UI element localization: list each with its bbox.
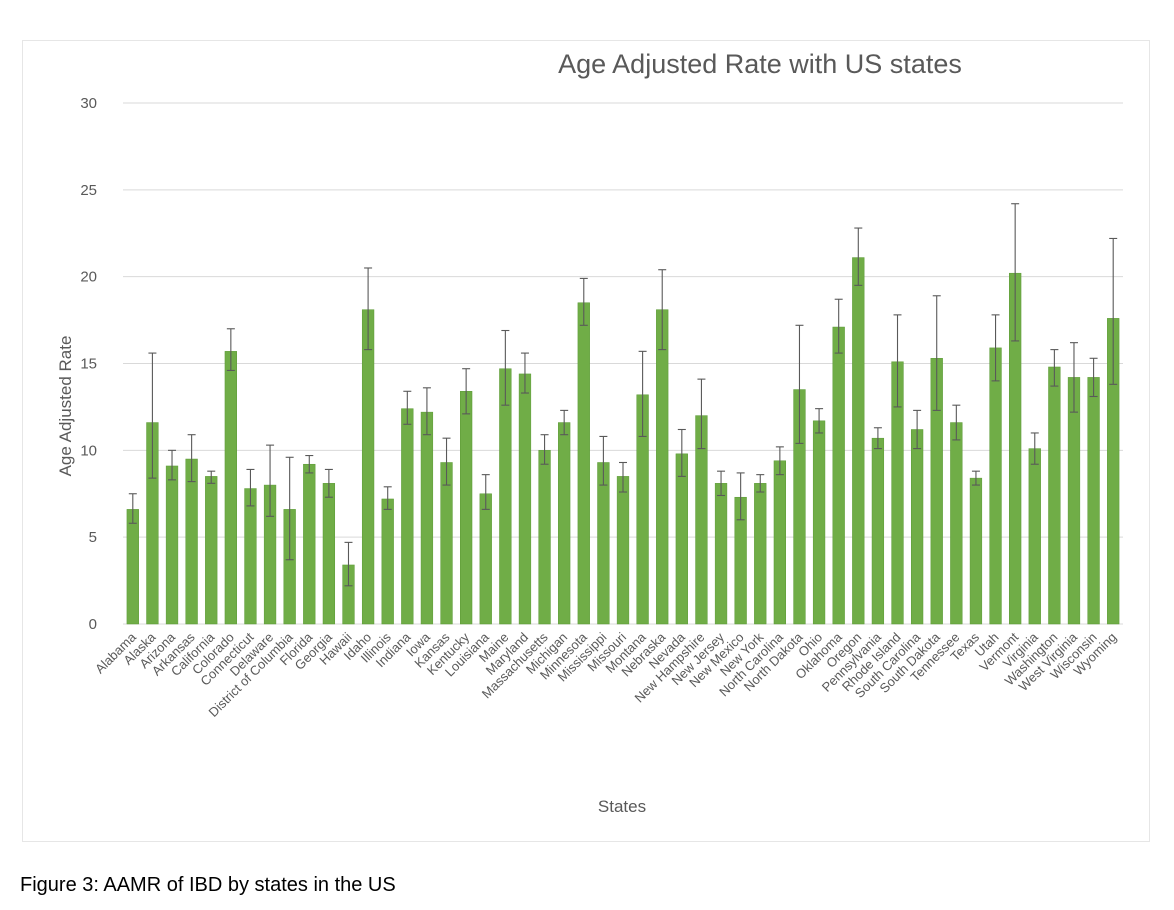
y-axis-title: Age Adjusted Rate — [56, 336, 75, 477]
bar — [381, 498, 394, 625]
bar — [479, 493, 492, 625]
bar — [303, 463, 316, 625]
bar — [126, 509, 139, 625]
x-axis-category-labels: AlabamaAlaskaArizonaArkansasCaliforniaCo… — [92, 629, 1119, 720]
bar — [440, 462, 453, 625]
bar — [989, 347, 1002, 625]
bar — [499, 368, 512, 625]
bar — [773, 460, 786, 625]
bar — [420, 411, 434, 625]
bar — [361, 309, 375, 625]
bar — [244, 488, 257, 625]
bar — [1048, 366, 1061, 625]
bar — [1087, 377, 1100, 625]
bar — [656, 309, 669, 625]
bar — [969, 477, 983, 625]
y-tick-label: 25 — [80, 182, 97, 199]
chart-svg: Age Adjusted Rate with US states 0 5 10 15 2… — [56, 49, 1123, 816]
y-tick-label: 30 — [80, 95, 97, 112]
bar — [597, 462, 610, 625]
y-tick-label: 10 — [80, 442, 97, 459]
y-tick-label: 15 — [80, 356, 97, 373]
bar — [322, 483, 336, 625]
bar — [812, 420, 826, 625]
x-axis-title: States — [598, 797, 646, 816]
bar — [910, 429, 924, 625]
bar — [754, 483, 767, 625]
bar — [460, 391, 473, 625]
bar — [577, 302, 590, 625]
error-bars — [128, 203, 1118, 587]
bar — [675, 453, 688, 625]
bar — [224, 351, 237, 625]
y-axis-ticks: 0 5 10 15 20 25 30 — [80, 95, 97, 633]
y-tick-label: 5 — [89, 529, 97, 546]
bars — [126, 257, 1120, 625]
bar — [832, 326, 845, 625]
bar — [401, 408, 414, 625]
bar — [518, 373, 532, 625]
chart-title: Age Adjusted Rate with US states — [558, 49, 962, 79]
bar — [871, 437, 885, 625]
y-tick-label: 20 — [80, 269, 97, 286]
bar — [558, 422, 571, 625]
bar — [165, 465, 179, 625]
y-tick-label: 0 — [89, 616, 97, 633]
bar — [205, 476, 218, 625]
bar — [950, 422, 963, 625]
bar — [852, 257, 865, 625]
bar — [185, 458, 198, 625]
bar — [616, 476, 630, 625]
bar — [1067, 377, 1081, 625]
bar — [538, 450, 551, 625]
chart-area: Age Adjusted Rate with US states 0 5 10 15 2… — [22, 40, 1150, 842]
bar — [1028, 448, 1041, 625]
bar — [714, 483, 728, 625]
figure-caption: Figure 3: AAMR of IBD by states in the U… — [20, 874, 396, 896]
